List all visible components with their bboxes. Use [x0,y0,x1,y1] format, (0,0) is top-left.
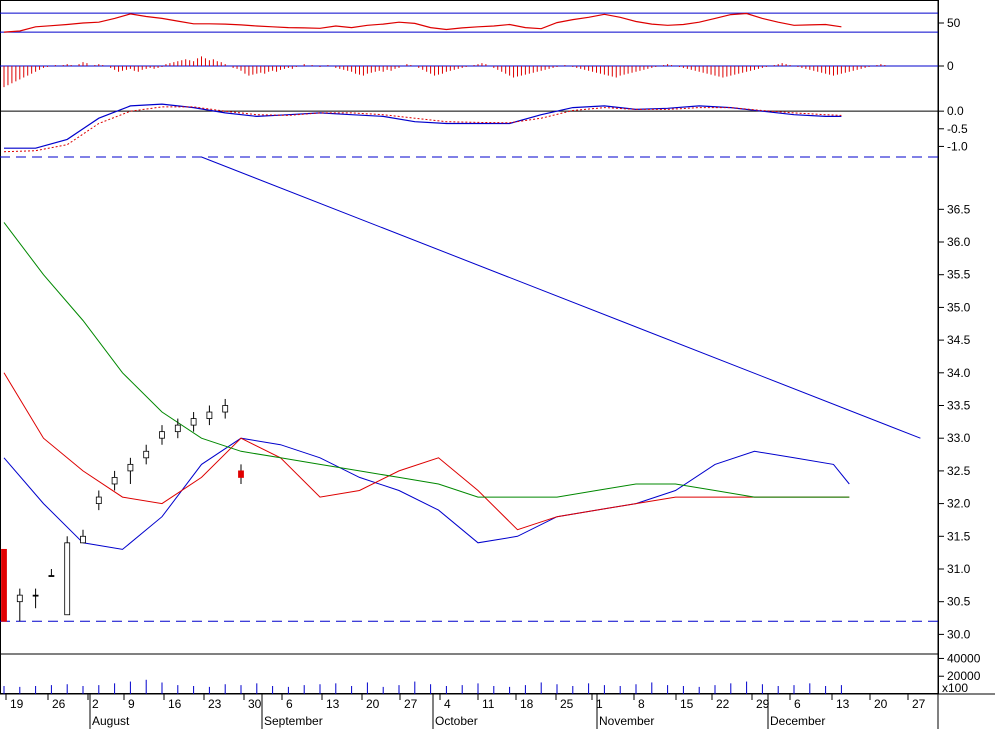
candle-body [111,477,118,485]
date-day-label: 23 [208,697,222,711]
axis-labels: 19 26 2 9 16 23 30 6 13 20 27 4 11 18 25 1 8 15 22 29 6 13 20 2… [5,694,926,729]
price-tick-label: 34.5 [947,333,971,347]
date-day-label: 2 [92,697,99,711]
date-day-label: 25 [560,697,574,711]
date-day-label: 8 [638,697,645,711]
macd-tick-label: -0.5 [947,122,968,136]
date-day-label: 29 [756,697,770,711]
date-day-label: 11 [482,697,495,711]
candle-body [222,405,229,413]
price-tick-label: 30.5 [947,595,971,609]
candle-body [80,535,86,544]
price-tick-label: 31.5 [947,529,971,543]
candle-body [1,548,7,622]
signal-line [3,106,842,153]
price-tick-label: 32.0 [947,497,971,511]
price-tick-label: 34.0 [947,366,971,380]
date-day-label: 13 [326,697,340,711]
candle-body [174,424,181,433]
candle-body [127,463,134,472]
price-tick-label: 33.5 [947,399,971,413]
date-day-label: 19 [10,697,24,711]
volume-unit-note: x100 [942,681,968,695]
date-day-label: 27 [912,697,926,711]
candle-body [143,450,150,459]
date-day-label: 15 [680,697,694,711]
price-tick-label: 36.5 [947,202,971,216]
oscillator-tick-label: 50 [947,16,961,30]
candle-body [190,418,197,426]
date-day-label: 16 [168,697,182,711]
date-day-label: 18 [520,697,534,711]
date-month-label: December [770,714,825,728]
date-day-label: 4 [444,697,451,711]
moving-average-long [3,222,850,498]
date-month-label: October [435,714,478,728]
date-day-label: 27 [404,697,418,711]
macd-line [4,103,842,149]
price-tick-label: 32.5 [947,464,971,478]
candle-body [159,431,165,439]
candle-body [206,411,213,419]
histogram-panel: 0 [0,56,954,88]
date-day-label: 6 [286,697,293,711]
date-day-label: 22 [716,697,730,711]
date-day-label: 1 [596,697,603,711]
candle-body [32,594,39,597]
candle-body [64,542,71,616]
moving-average-short [3,437,850,550]
date-day-label: 30 [248,697,262,711]
price-tick-label: 33.0 [947,431,971,445]
date-month-label: November [599,714,654,728]
date-day-label: 26 [52,697,66,711]
price-panel: 30.0 30.5 31.0 31.5 32.0 32.5 33.0 33.5 34.0 34.5… [0,156,971,641]
oscillator-line [3,12,842,33]
candle-body [48,575,55,577]
oscillator-panel: 50 [0,12,961,33]
date-day-label: 20 [366,697,380,711]
price-tick-label: 35.5 [947,268,971,282]
price-tick-label: 31.0 [947,562,971,576]
volume-tick-label: 20000 [947,669,981,683]
price-tick-label: 36.0 [947,235,971,249]
date-month-label: September [264,714,323,728]
trendline [201,156,921,439]
moving-average-mid [3,372,850,531]
macd-panel: 0.0 -0.5 -1.0 [0,103,968,158]
histogram-tick-label: 0 [947,59,954,73]
date-day-label: 13 [836,697,850,711]
macd-tick-label: 0.0 [947,104,964,118]
candle-body [238,470,244,478]
price-tick-label: 30.0 [947,627,971,641]
price-tick-label: 35.0 [947,300,971,314]
date-day-label: 9 [128,697,135,711]
macd-tick-label: -1.0 [947,139,968,153]
date-day-label: 6 [794,697,801,711]
date-month-label: August [92,714,130,728]
candle-body [95,496,102,504]
date-day-label: 20 [874,697,888,711]
candle-body [16,594,23,603]
volume-tick-label: 40000 [947,651,981,665]
